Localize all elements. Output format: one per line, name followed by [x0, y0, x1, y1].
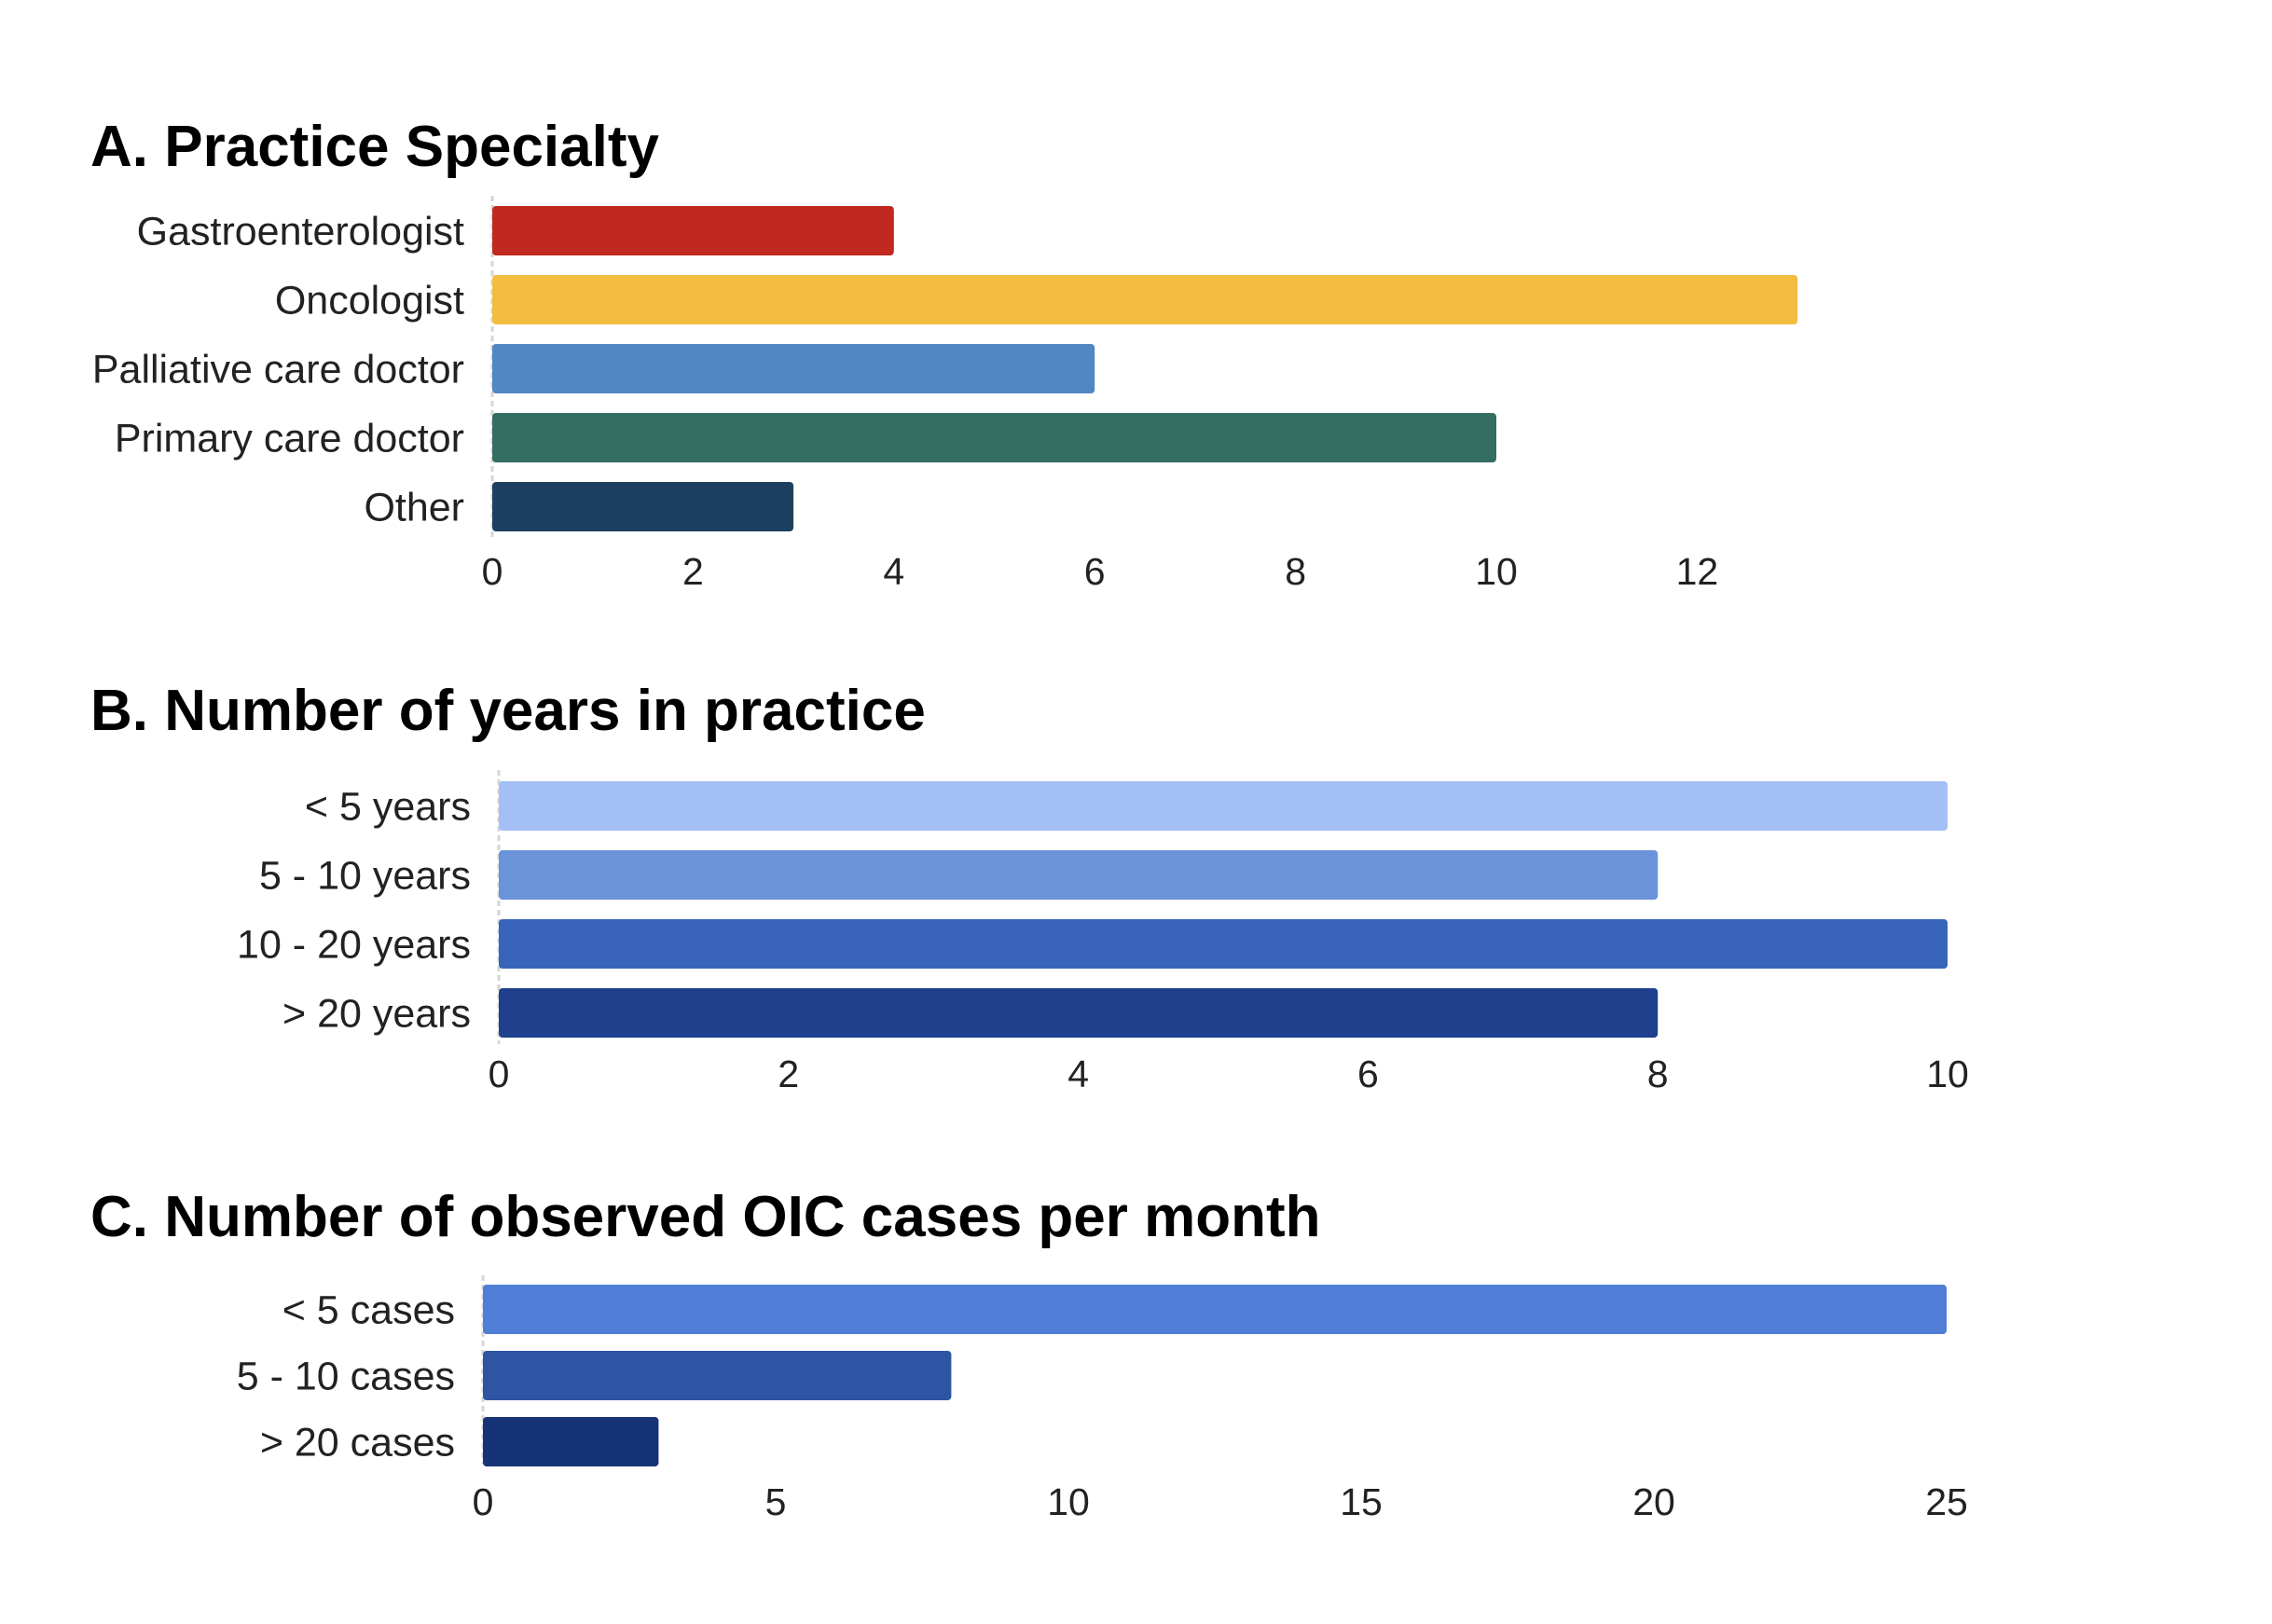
panel-b-x-tick-label: 0 [489, 1053, 510, 1095]
panel-c-x-tick-label: 15 [1340, 1480, 1383, 1523]
panel-c-category-label: > 20 cases [260, 1421, 455, 1466]
panel-b-bar [499, 988, 1659, 1038]
panel-a-category-label: Gastroenterologist [137, 210, 464, 255]
panel-c-title: C. Number of observed OIC cases per mont… [90, 1185, 1321, 1249]
panel-b-x-tick-label: 8 [1647, 1053, 1669, 1095]
panel-c-x-tick-label: 5 [765, 1480, 787, 1523]
panel-a-x-tick-label: 12 [1676, 550, 1719, 593]
panel-a-category-label: Palliative care doctor [92, 348, 464, 392]
panel-a-bar [492, 413, 1496, 462]
panel-a-x-tick-label: 4 [883, 550, 904, 593]
panel-b-bar [499, 850, 1659, 900]
panel-b-x-tick-label: 2 [778, 1053, 799, 1095]
panel-b-x-tick-label: 6 [1357, 1053, 1379, 1095]
panel-b-category-label: > 20 years [282, 992, 471, 1037]
panel-c-category-label: 5 - 10 cases [237, 1355, 455, 1399]
panel-a-category-label: Oncologist [275, 279, 464, 323]
panel-b-bar [499, 781, 1948, 831]
panel-a-x-tick-label: 0 [482, 550, 503, 593]
panel-b-title: B. Number of years in practice [90, 679, 926, 743]
panel-c-x-tick-label: 0 [473, 1480, 494, 1523]
panel-a-bar [492, 275, 1798, 324]
panel-a-x-tick-label: 10 [1475, 550, 1518, 593]
panel-a-bar [492, 206, 894, 255]
panel-b-x-tick-label: 10 [1926, 1053, 1969, 1095]
panel-b-x-tick-label: 4 [1067, 1053, 1089, 1095]
panel-a-x-tick-label: 8 [1285, 550, 1306, 593]
panel-c-bar [483, 1285, 1947, 1334]
panel-a-x-tick-label: 6 [1084, 550, 1106, 593]
panel-c-x-tick-label: 20 [1632, 1480, 1675, 1523]
panel-b-category-label: < 5 years [305, 785, 471, 830]
panel-a-bar [492, 344, 1095, 393]
panel-a-title: A. Practice Specialty [90, 115, 659, 179]
panel-c-category-label: < 5 cases [282, 1288, 455, 1333]
panel-b-category-label: 10 - 20 years [237, 923, 471, 968]
panel-b-bar [499, 919, 1948, 969]
panel-b-category-label: 5 - 10 years [259, 854, 471, 899]
panel-c-x-tick-label: 25 [1925, 1480, 1968, 1523]
panel-a-category-label: Other [364, 486, 464, 530]
panel-a-bar [492, 482, 794, 531]
panel-a-x-tick-label: 2 [682, 550, 704, 593]
panel-a-category-label: Primary care doctor [115, 417, 464, 461]
panel-c-bar [483, 1351, 952, 1400]
panel-c-bar [483, 1417, 659, 1466]
panel-c-x-tick-label: 10 [1047, 1480, 1090, 1523]
